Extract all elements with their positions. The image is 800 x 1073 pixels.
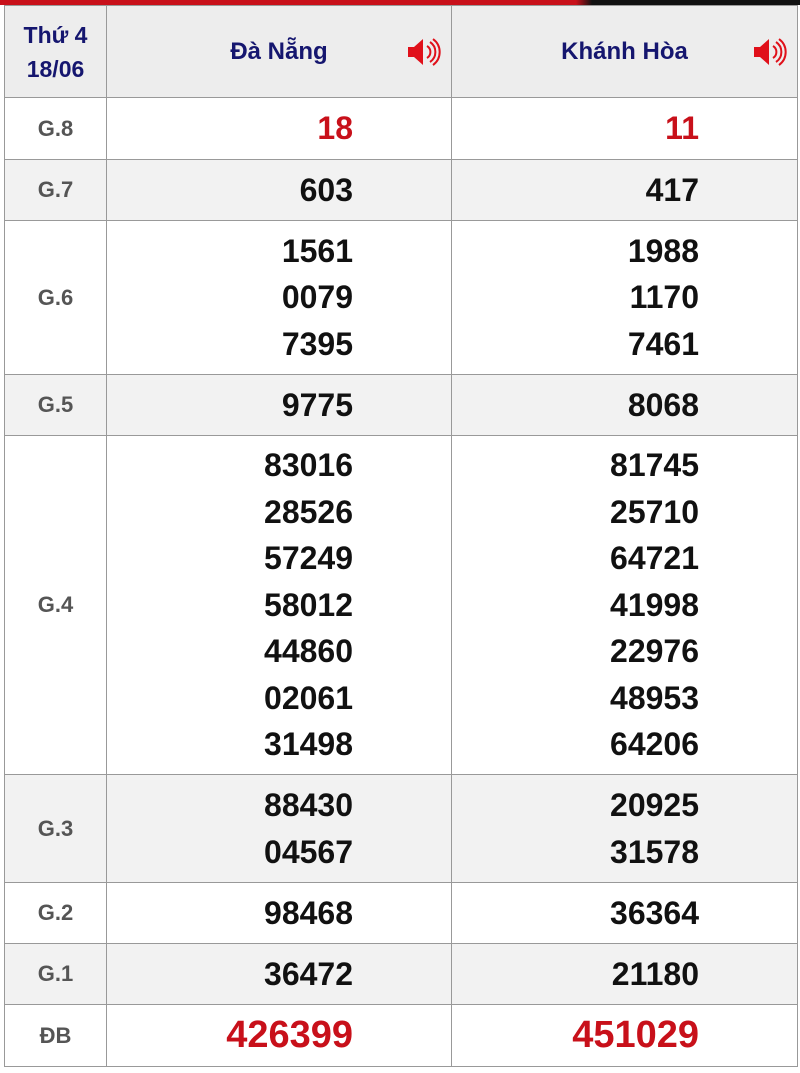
prize-number: 64206: [610, 726, 699, 763]
prize-numbers: 98468: [106, 882, 452, 944]
prize-row: G.7 603 417: [4, 159, 798, 221]
province-name: Khánh Hòa: [561, 37, 688, 65]
day-of-week: Thứ 4: [23, 21, 88, 48]
prize-number: 83016: [264, 447, 353, 484]
prize-number: 18: [317, 110, 353, 147]
prize-label: G.7: [4, 159, 107, 221]
prize-number: 1988: [627, 232, 699, 269]
prize-numbers: 83016 28526 57249 58012 44860 02061 31498: [106, 435, 452, 775]
prize-number: 04567: [264, 833, 353, 870]
prize-label: G.2: [4, 882, 107, 944]
prize-number: 451029: [572, 1014, 699, 1057]
prize-number: 1561: [281, 232, 353, 269]
prize-numbers: 11: [451, 97, 798, 160]
prize-number: 603: [299, 171, 353, 208]
prize-numbers: 18: [106, 97, 452, 160]
prize-number: 1170: [629, 279, 699, 316]
prize-row: G.6 1561 0079 7395 1988 1170 7461: [4, 220, 798, 375]
lottery-results-table: Thứ 4 18/06 Đà Nẵng Khánh Hòa G.8 18 11 G.7…: [4, 5, 798, 1067]
prize-number: 36472: [264, 955, 353, 992]
prize-numbers: 1988 1170 7461: [451, 220, 798, 375]
prize-number: 25710: [610, 493, 699, 530]
prize-label: G.8: [4, 97, 107, 160]
prize-number: 28526: [264, 493, 353, 530]
prize-number: 21180: [611, 955, 699, 992]
province-header-da-nang: Đà Nẵng: [106, 5, 452, 98]
prize-number: 98468: [264, 894, 353, 931]
prize-number: 44860: [264, 633, 353, 670]
prize-number: 31578: [610, 833, 699, 870]
prize-number: 64721: [610, 540, 699, 577]
prize-row: G.5 9775 8068: [4, 374, 798, 436]
prize-label: G.1: [4, 943, 107, 1005]
prize-numbers: 21180: [451, 943, 798, 1005]
prize-numbers: 81745 25710 64721 41998 22976 48953 64206: [451, 435, 798, 775]
prize-number: 0079: [281, 279, 353, 316]
speaker-icon[interactable]: [751, 34, 787, 70]
prize-number: 36364: [610, 894, 699, 931]
prize-number: 02061: [264, 679, 353, 716]
prize-number: 8068: [627, 386, 699, 423]
header-row: Thứ 4 18/06 Đà Nẵng Khánh Hòa: [4, 5, 798, 98]
prize-number: 7395: [281, 325, 353, 362]
prize-label: G.5: [4, 374, 107, 436]
prize-number: 9775: [281, 386, 353, 423]
prize-label: G.3: [4, 774, 107, 883]
prize-label: G.4: [4, 435, 107, 775]
prize-numbers: 1561 0079 7395: [106, 220, 452, 375]
prize-numbers: 20925 31578: [451, 774, 798, 883]
speaker-icon[interactable]: [405, 34, 441, 70]
prize-numbers: 36472: [106, 943, 452, 1005]
prize-number: 88430: [264, 787, 353, 823]
prize-numbers: 88430 04567: [106, 774, 452, 883]
prize-number: 48953: [610, 679, 699, 716]
prize-numbers: 451029: [451, 1004, 798, 1067]
prize-number: 22976: [610, 633, 699, 670]
prize-number: 81745: [610, 447, 699, 484]
prize-number: 11: [665, 110, 699, 147]
prize-number: 20925: [610, 787, 699, 823]
prize-row: ĐB 426399 451029: [4, 1004, 798, 1067]
prize-number: 58012: [264, 586, 353, 623]
prize-row: G.8 18 11: [4, 97, 798, 160]
prize-number: 7461: [627, 325, 699, 362]
prize-number: 417: [645, 171, 699, 208]
prize-numbers: 9775: [106, 374, 452, 436]
prize-numbers: 603: [106, 159, 452, 221]
prize-label: ĐB: [4, 1004, 107, 1067]
prize-row: G.3 88430 04567 20925 31578: [4, 774, 798, 883]
prize-numbers: 417: [451, 159, 798, 221]
prize-number: 41998: [610, 586, 699, 623]
province-name: Đà Nẵng: [230, 37, 328, 65]
prize-number: 31498: [264, 726, 353, 763]
draw-date-cell: Thứ 4 18/06: [4, 5, 107, 98]
prize-number: 57249: [264, 540, 353, 577]
prize-number: 426399: [226, 1014, 353, 1057]
prize-row: G.1 36472 21180: [4, 943, 798, 1005]
prize-row: G.2 98468 36364: [4, 882, 798, 944]
draw-date: 18/06: [26, 55, 85, 82]
prize-numbers: 36364: [451, 882, 798, 944]
prize-numbers: 426399: [106, 1004, 452, 1067]
prize-numbers: 8068: [451, 374, 798, 436]
top-accent-bar: [0, 0, 800, 5]
prize-label: G.6: [4, 220, 107, 375]
province-header-khanh-hoa: Khánh Hòa: [451, 5, 798, 98]
prize-row: G.4 83016 28526 57249 58012 44860 02061 31498 81…: [4, 435, 798, 775]
